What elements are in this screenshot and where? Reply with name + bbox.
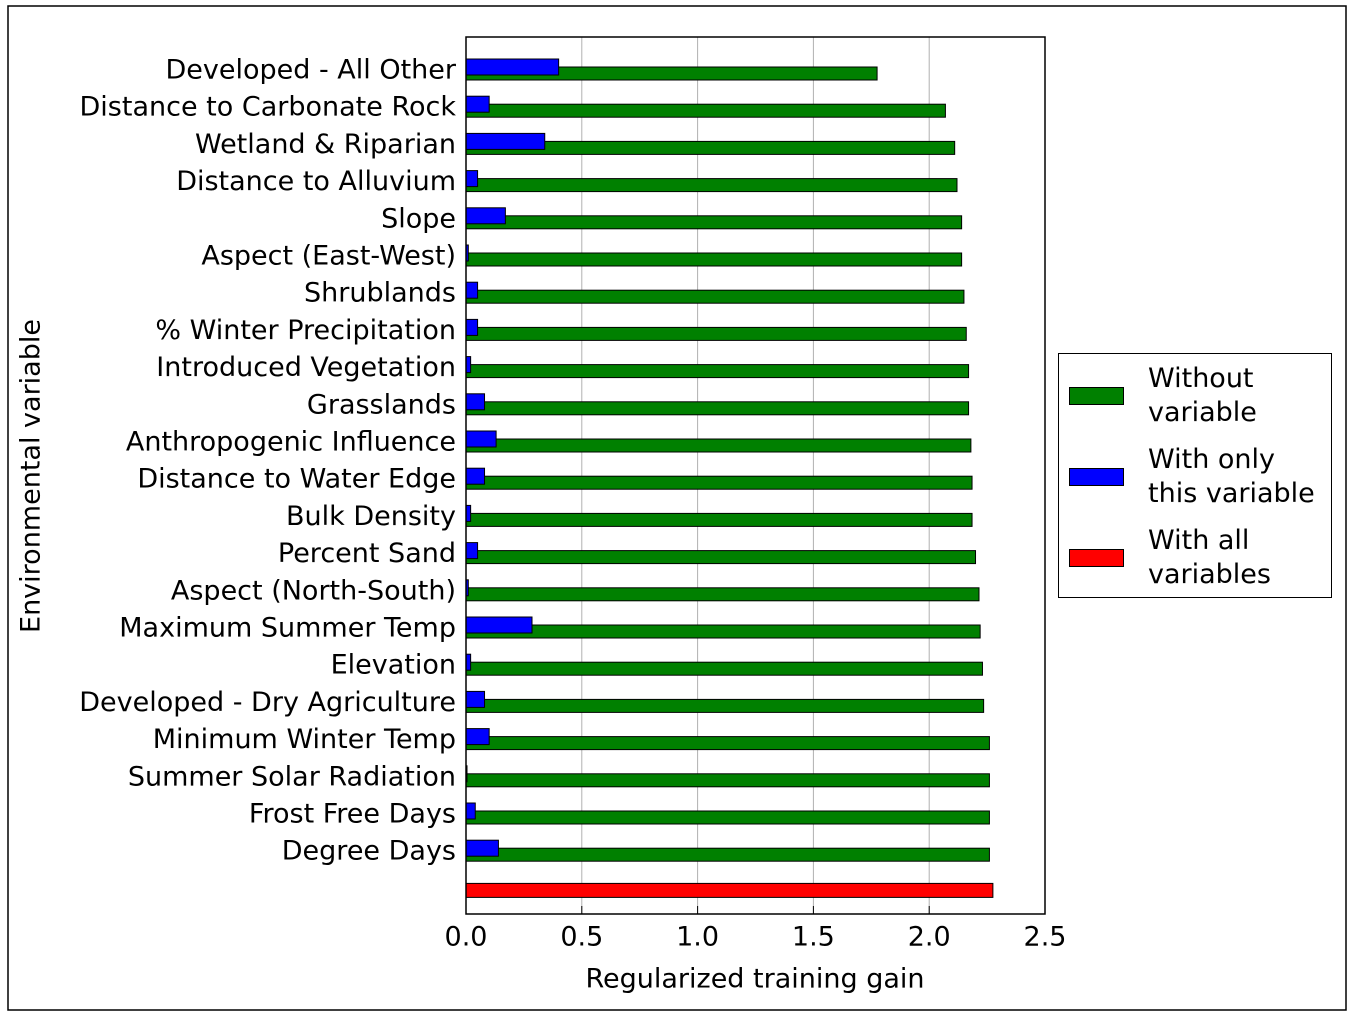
bar [465,281,479,299]
y-tick-label: Introduced Vegetation [156,352,456,383]
bar [465,550,977,565]
bar [465,58,560,76]
bar [465,467,486,485]
legend: Without variable With only this variable W… [1058,353,1332,598]
bar [465,616,533,634]
bar [465,318,479,336]
bar [465,326,967,341]
y-tick-label: Bulk Density [286,501,456,532]
bar [465,728,490,746]
legend-entry: With only this variable [1069,443,1328,511]
bar [465,215,963,230]
x-tick-label: 1.5 [792,922,835,953]
frame [7,5,1347,1011]
y-tick-label: Aspect (East-West) [201,241,456,272]
y-tick-label: Aspect (North-South) [171,575,456,606]
bar [465,178,958,193]
bar [465,475,973,490]
bar [465,438,972,453]
bar [465,132,546,150]
legend-patch [1069,387,1124,405]
y-tick-label: Grasslands [307,389,456,420]
x-tick-label: 0.0 [445,922,488,953]
y-tick-label: Maximum Summer Temp [119,613,456,644]
x-tick-label: 2.0 [908,922,951,953]
bar [465,207,506,225]
bar [465,170,479,188]
y-tick-label: Frost Free Days [249,799,456,830]
y-tick-label: Elevation [331,650,456,681]
y-tick-label: Anthropogenic Influence [126,427,456,458]
bar [465,773,990,788]
x-tick-label: 1.0 [676,922,719,953]
bar [465,698,985,713]
plot-frame [465,36,1046,915]
y-axis-label: Environmental variable [16,319,47,633]
x-tick-label: 0.5 [560,922,603,953]
bar [465,401,970,416]
x-axis-label: Regularized training gain [585,964,924,995]
bar [465,542,479,560]
legend-entry: Without variable [1069,362,1328,430]
y-tick-label: Distance to Alluvium [176,166,456,197]
bar [465,587,980,602]
bar [465,690,486,708]
bar [465,103,946,118]
legend-label: With only this variable [1148,444,1315,509]
bar [465,95,490,113]
bar [465,839,499,857]
bar [465,736,990,751]
bar [465,882,994,898]
legend-patch [1069,468,1124,486]
bar [465,802,476,820]
legend-entry: With all variables [1069,524,1328,592]
bar [465,810,990,825]
bar [465,661,983,676]
y-tick-label: Distance to Carbonate Rock [80,92,457,123]
y-tick-label: Percent Sand [278,538,456,569]
legend-label: With all variables [1148,525,1271,590]
y-tick-label: Developed - All Other [165,55,456,86]
bar [465,624,981,639]
y-tick-label: Developed - Dry Agriculture [79,687,456,718]
bar [465,252,963,267]
y-tick-label: Degree Days [282,836,456,867]
bar [465,847,990,862]
bar [465,364,970,379]
y-tick-label: Shrublands [304,278,456,309]
legend-label: Without variable [1148,363,1257,428]
y-tick-label: Distance to Water Edge [137,464,456,495]
y-tick-label: Wetland & Riparian [195,129,456,160]
legend-patch [1069,549,1124,567]
bar [465,289,965,304]
x-tick-label: 2.5 [1024,922,1067,953]
bar [465,430,497,448]
bar [465,512,973,527]
y-tick-label: Summer Solar Radiation [128,761,456,792]
y-tick-label: % Winter Precipitation [155,315,456,346]
y-tick-label: Slope [381,203,456,234]
y-tick-label: Minimum Winter Temp [153,724,456,755]
bar [465,393,486,411]
